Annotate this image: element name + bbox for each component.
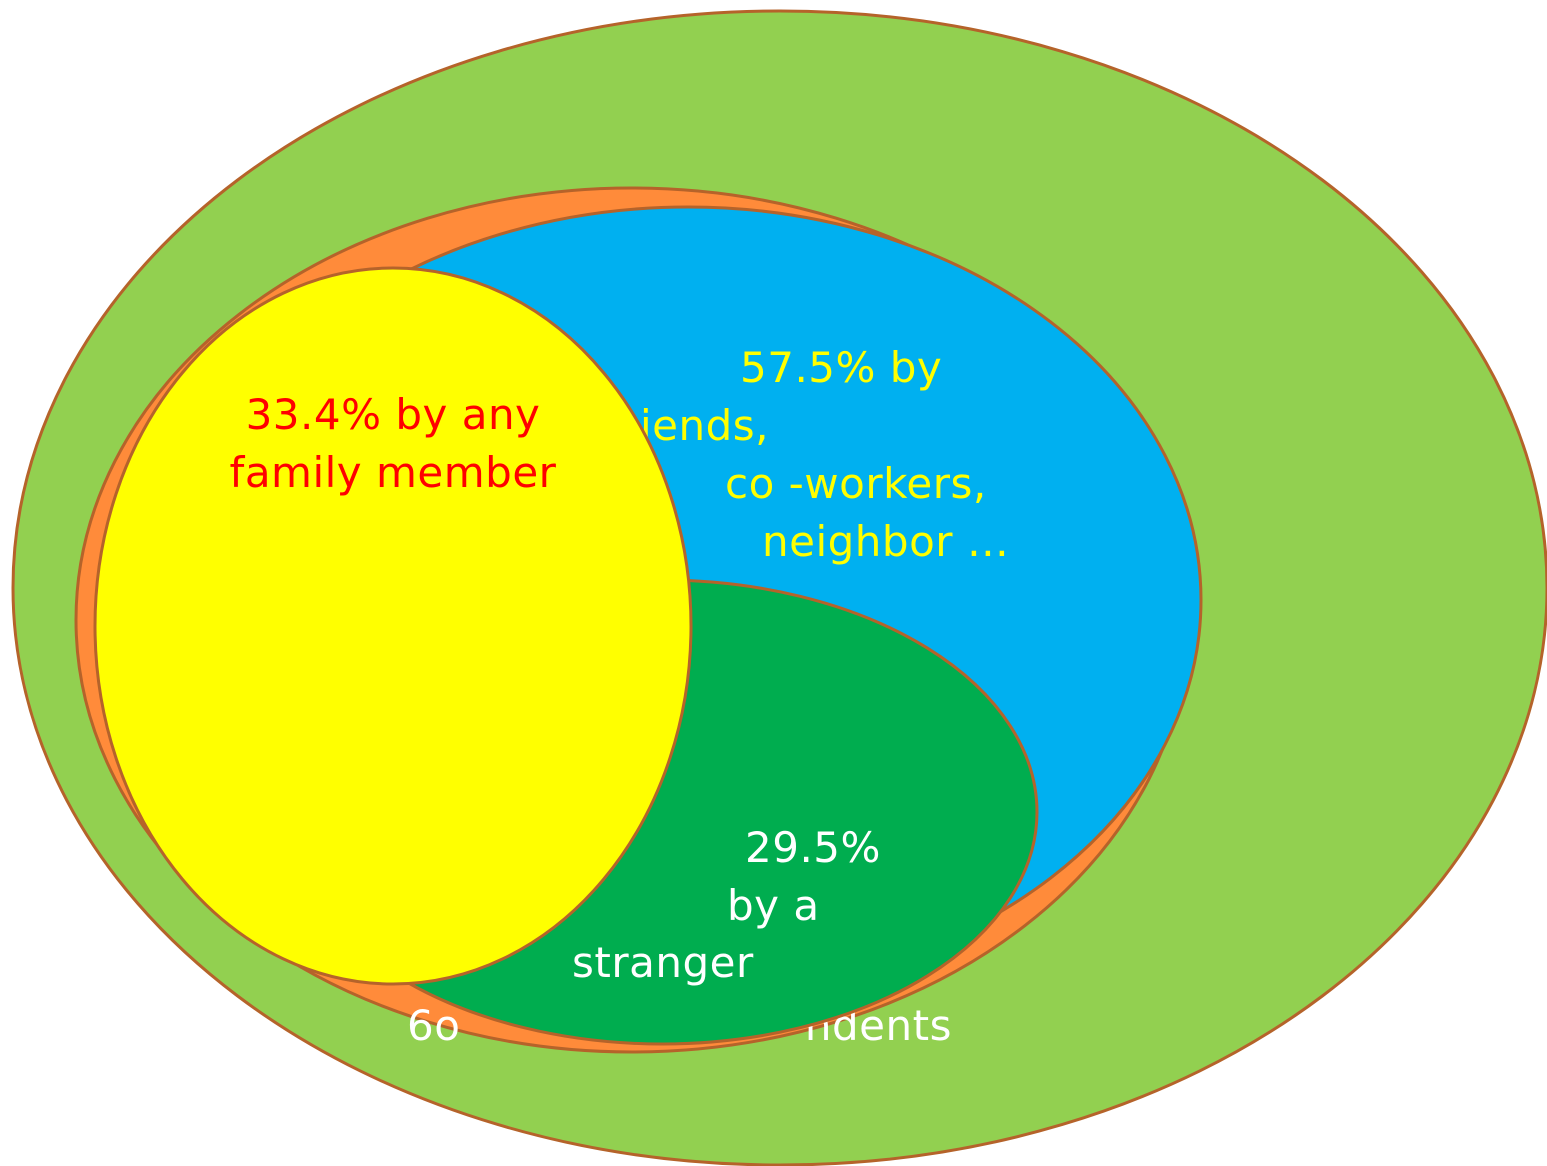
- family-label-line2: family member: [230, 448, 557, 497]
- family-ellipse: [93, 266, 693, 986]
- stranger-label-line3: stranger: [572, 938, 754, 987]
- family-label-line1: 33.4% by any: [246, 390, 541, 439]
- stranger-label-line2: by a: [727, 881, 820, 930]
- stranger-label-line1: 29.5%: [745, 823, 881, 872]
- acquaintance-label-line1: 57.5% by: [740, 343, 942, 392]
- acquaintance-label-line3: co -workers,: [725, 459, 987, 508]
- orange-label-left: 6o: [407, 1001, 460, 1050]
- acquaintance-label-line2: iends,: [640, 401, 769, 450]
- acquaintance-label-line4: neighbor …: [762, 517, 1009, 566]
